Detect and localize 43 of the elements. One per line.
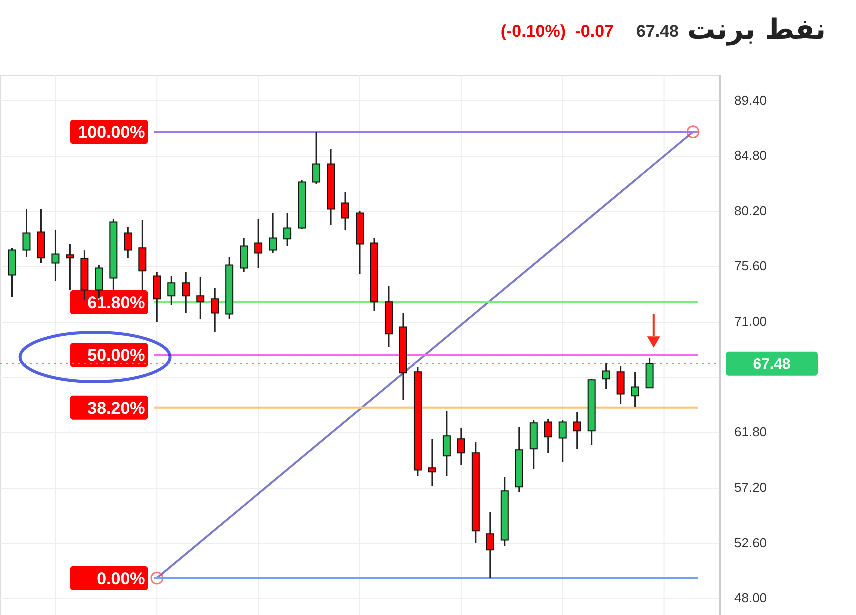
candlestick [631,371,640,408]
candlestick [442,410,451,477]
annotation: 100.00% [78,123,146,142]
candlestick [240,237,248,273]
text: (-0.10%) [500,22,566,41]
candlestick [254,218,263,270]
candlestick [312,131,321,185]
candlestick [342,192,350,231]
y-tick-label: 89.40 [734,92,768,108]
ref-line-label: 67.48 [753,356,791,373]
annotation: 0.00% [97,569,146,588]
candlestick [168,275,176,306]
annotation: 50.00% [88,346,146,366]
candlestick [52,229,60,282]
y-tick-label: 61.80 [734,424,768,440]
y-tick-label: 57.20 [734,480,768,496]
y-tick-label: 80.20 [734,203,768,218]
candlestick [211,287,220,333]
y-tick-label: 71.00 [734,314,768,330]
y-tick-label: 48.00 [734,590,768,606]
candlestick [124,226,132,259]
annotation: 38.20% [88,398,146,418]
candlestick [269,212,278,254]
y-tick-label: 84.80 [734,148,768,164]
text: -0.07 [575,22,614,41]
candlestick [602,362,610,390]
candlestick [428,438,436,487]
candlestick [544,418,552,454]
chart-title: نفط برنت [688,13,826,46]
candlestick [153,271,162,323]
y-tick-label: 75.60 [734,258,768,274]
y-tick-label: 52.60 [734,535,768,550]
candlestick [573,411,582,450]
candlestick [457,427,466,466]
candlestick [616,365,625,405]
candlestick [486,511,494,580]
annotation: 61.80% [88,294,146,313]
chart-subtitle: 67.48 [636,22,679,41]
candlestick [558,419,567,463]
candlestick [284,212,292,248]
candlestick [196,276,205,320]
candlestick [22,208,31,258]
candlestick [182,271,190,314]
